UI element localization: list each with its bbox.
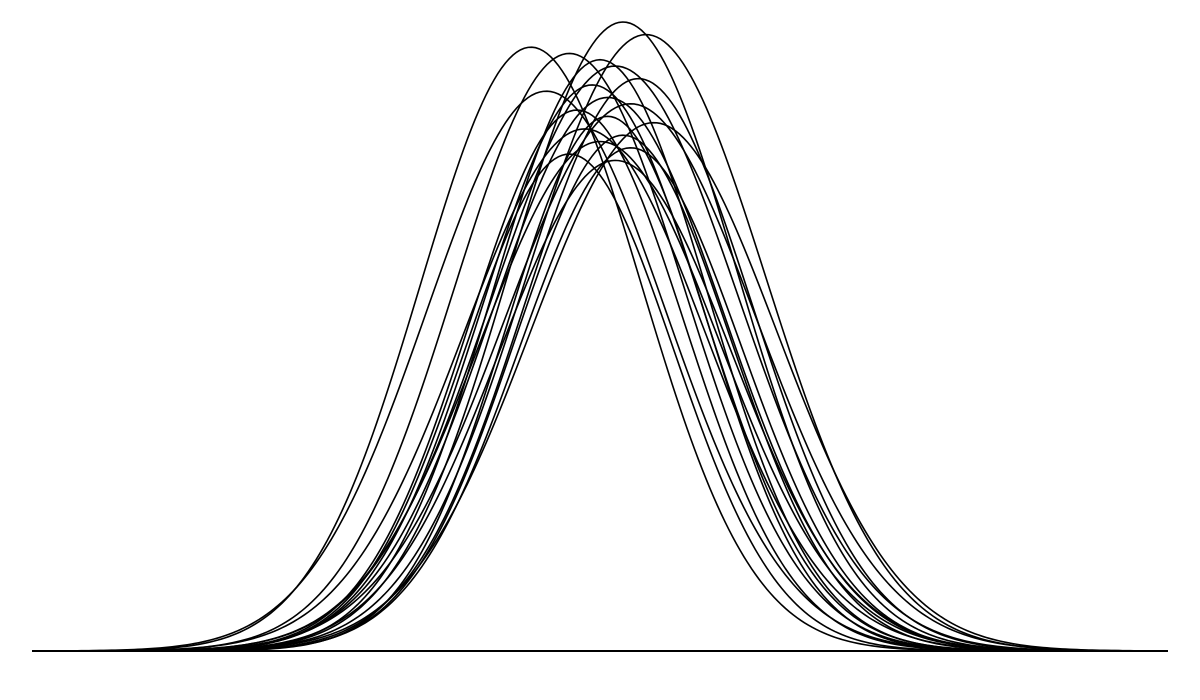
density-curve-2 [32, 21, 1168, 652]
density-curve-3 [32, 33, 1168, 652]
density-curve-15 [32, 128, 1169, 652]
density-curve-14 [32, 121, 1169, 652]
density-curve-12 [32, 109, 1168, 652]
density-curve-5 [32, 58, 1168, 652]
density-curve-16 [32, 134, 1168, 652]
density-curve-19 [32, 153, 1168, 652]
density-curve-4 [32, 52, 1168, 652]
curve-group [31, 21, 1169, 652]
density-curve-17 [32, 140, 1168, 652]
density-curve-11 [32, 102, 1169, 652]
density-curve-10 [32, 96, 1168, 652]
density-curve-1 [31, 46, 1168, 652]
density-curve-20 [32, 159, 1168, 652]
density-curve-18 [32, 146, 1168, 652]
density-curve-13 [32, 115, 1168, 652]
